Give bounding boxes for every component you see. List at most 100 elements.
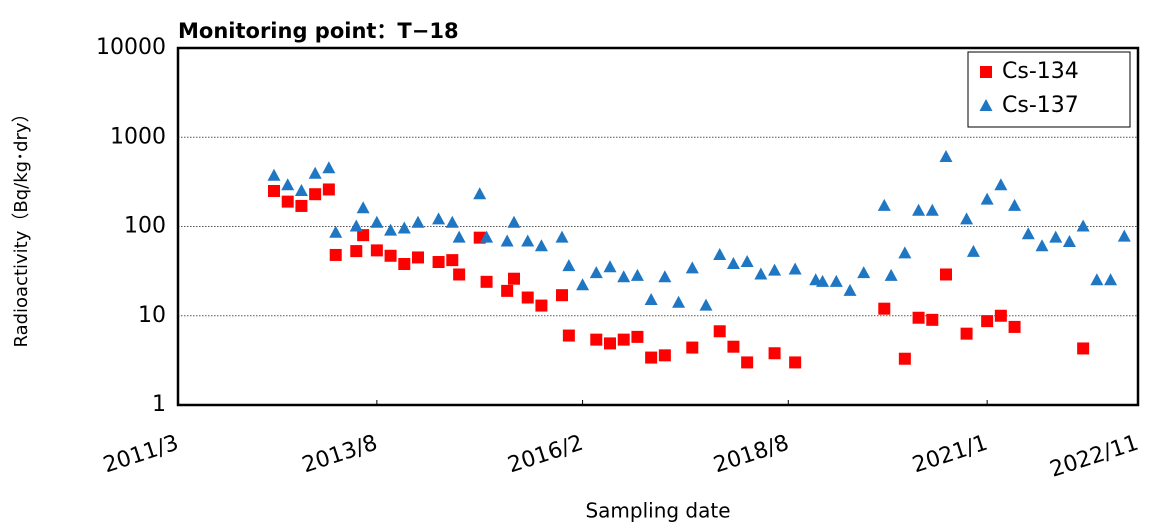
triangle-marker bbox=[432, 212, 446, 225]
triangle-marker bbox=[1049, 230, 1063, 243]
triangle-marker bbox=[397, 221, 411, 234]
x-tick-label: 2011/3 bbox=[100, 431, 181, 479]
square-marker bbox=[617, 333, 630, 346]
square-marker bbox=[768, 347, 781, 360]
triangle-marker bbox=[322, 161, 336, 174]
triangle-marker bbox=[980, 192, 994, 205]
triangle-marker bbox=[281, 178, 295, 191]
y-tick-label: 10 bbox=[138, 303, 166, 328]
triangle-marker bbox=[589, 266, 603, 279]
triangle-marker bbox=[788, 262, 802, 275]
triangle-marker bbox=[685, 261, 699, 274]
triangle-marker bbox=[452, 230, 466, 243]
square-marker bbox=[590, 333, 603, 346]
triangle-marker bbox=[1117, 229, 1131, 242]
square-marker bbox=[994, 309, 1007, 322]
triangle-marker bbox=[658, 270, 672, 283]
triangle-marker bbox=[994, 178, 1008, 191]
square-marker bbox=[898, 352, 911, 365]
triangle-marker bbox=[884, 268, 898, 281]
triangle-marker bbox=[979, 99, 993, 111]
triangle-marker bbox=[349, 219, 363, 232]
chart-title: Monitoring point：T−18 bbox=[178, 19, 459, 43]
triangle-marker bbox=[768, 263, 782, 276]
triangle-marker bbox=[507, 215, 521, 228]
y-tick-label: 100 bbox=[124, 214, 166, 239]
triangle-marker bbox=[966, 244, 980, 257]
square-marker bbox=[1008, 320, 1021, 333]
square-marker bbox=[878, 302, 891, 315]
square-marker bbox=[432, 256, 445, 269]
y-axis-label: Radioactivity（Bq/kg･dry） bbox=[11, 104, 32, 347]
triangle-marker bbox=[699, 298, 713, 311]
square-marker bbox=[562, 329, 575, 342]
x-tick-label: 2018/8 bbox=[711, 431, 792, 479]
triangle-marker bbox=[960, 212, 974, 225]
triangle-marker bbox=[829, 274, 843, 287]
square-marker bbox=[370, 244, 383, 257]
triangle-marker bbox=[267, 168, 281, 181]
y-tick-label: 1000 bbox=[110, 124, 166, 149]
square-marker bbox=[521, 291, 534, 304]
square-marker bbox=[501, 284, 514, 297]
square-marker bbox=[329, 248, 342, 261]
x-tick-label: 2016/2 bbox=[505, 431, 586, 479]
square-marker bbox=[350, 245, 363, 258]
triangle-marker bbox=[740, 255, 754, 268]
triangle-marker bbox=[617, 270, 631, 283]
square-marker bbox=[604, 337, 616, 350]
triangle-marker bbox=[445, 215, 459, 228]
triangle-marker bbox=[534, 239, 548, 252]
triangle-marker bbox=[480, 230, 494, 243]
legend-label: Cs-137 bbox=[1002, 93, 1079, 118]
triangle-marker bbox=[1076, 219, 1090, 232]
square-marker bbox=[295, 199, 308, 212]
triangle-marker bbox=[1062, 235, 1076, 248]
square-marker bbox=[645, 351, 658, 364]
triangle-marker bbox=[644, 293, 658, 306]
square-marker bbox=[446, 254, 459, 267]
triangle-marker bbox=[843, 283, 857, 296]
triangle-marker bbox=[713, 247, 727, 260]
triangle-marker bbox=[294, 183, 308, 196]
square-marker bbox=[556, 289, 568, 302]
square-marker bbox=[981, 315, 994, 328]
triangle-marker bbox=[555, 230, 569, 243]
triangle-marker bbox=[411, 215, 425, 228]
triangle-marker bbox=[356, 201, 370, 214]
square-marker bbox=[453, 268, 466, 281]
square-marker bbox=[980, 66, 992, 78]
triangle-marker bbox=[500, 234, 514, 247]
square-marker bbox=[281, 195, 294, 208]
x-tick-label: 2013/8 bbox=[299, 431, 380, 479]
triangle-marker bbox=[925, 203, 939, 216]
triangle-marker bbox=[473, 187, 487, 200]
triangle-marker bbox=[603, 260, 617, 273]
triangle-marker bbox=[1090, 273, 1104, 286]
x-tick-label: 2021/1 bbox=[910, 431, 991, 479]
triangle-marker bbox=[898, 246, 912, 259]
triangle-marker bbox=[816, 274, 830, 287]
square-marker bbox=[508, 272, 520, 285]
triangle-marker bbox=[521, 234, 535, 247]
triangle-marker bbox=[370, 215, 384, 228]
square-marker bbox=[960, 327, 973, 340]
triangle-marker bbox=[576, 278, 590, 291]
square-marker bbox=[357, 229, 370, 242]
square-marker bbox=[789, 356, 802, 369]
triangle-marker bbox=[630, 268, 644, 281]
square-marker bbox=[322, 183, 335, 196]
square-marker bbox=[658, 349, 671, 362]
square-marker bbox=[268, 184, 280, 197]
triangle-marker bbox=[726, 257, 740, 270]
triangle-marker bbox=[1021, 227, 1035, 240]
square-marker bbox=[713, 325, 726, 338]
triangle-marker bbox=[329, 225, 343, 238]
square-marker bbox=[1077, 342, 1090, 355]
y-tick-label: 1 bbox=[152, 392, 166, 417]
plot-frame bbox=[176, 46, 1140, 407]
triangle-marker bbox=[384, 223, 398, 236]
triangle-marker bbox=[877, 198, 891, 211]
y-tick-label: 10000 bbox=[96, 35, 166, 60]
